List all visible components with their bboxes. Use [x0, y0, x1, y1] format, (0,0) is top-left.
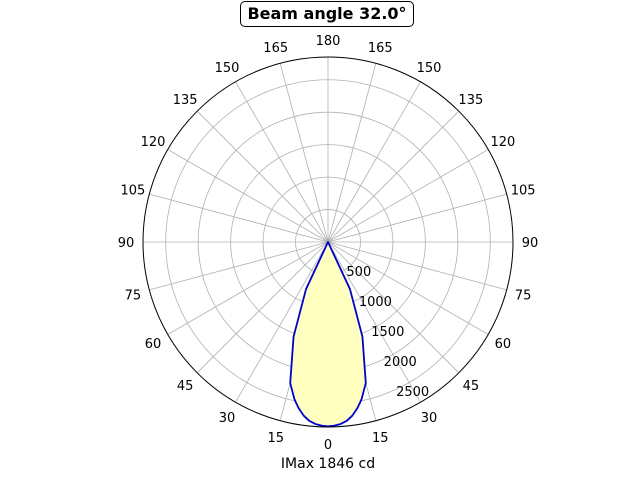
angle-tick-label: 75	[125, 288, 142, 303]
angle-tick-label: 120	[491, 135, 516, 150]
angle-tick-label: 30	[219, 411, 236, 426]
angular-gridline	[327, 63, 377, 243]
angular-gridline	[167, 241, 329, 335]
angle-tick-label: 15	[267, 431, 284, 446]
x-axis-label: IMax 1846 cd	[280, 456, 376, 472]
radial-tick-label: 1500	[371, 325, 404, 340]
angular-gridline	[167, 149, 329, 243]
series-layer	[142, 56, 514, 428]
angular-gridline	[327, 241, 460, 374]
angular-gridline	[327, 193, 507, 243]
angular-gridline	[279, 63, 329, 243]
radial-tick-label: 500	[346, 265, 371, 280]
angular-gridline	[149, 193, 329, 243]
angular-gridline	[327, 241, 507, 291]
radial-tick-label: 2000	[384, 355, 417, 370]
angle-tick-label: 135	[173, 93, 198, 108]
radial-tick-label: 1000	[359, 295, 392, 310]
series-fill	[290, 242, 366, 427]
angle-tick-label: 60	[495, 337, 512, 352]
angular-gridline	[327, 241, 489, 335]
angular-gridline	[196, 110, 329, 243]
polar-frame	[142, 56, 514, 428]
series-line	[289, 241, 367, 428]
radial-tick-label: 2500	[396, 385, 429, 400]
angular-gridline	[235, 81, 329, 243]
angle-tick-label: 45	[463, 379, 480, 394]
angle-tick-label: 75	[515, 288, 532, 303]
angle-tick-label: 15	[372, 431, 389, 446]
angle-tick-label: 150	[417, 61, 442, 76]
angle-tick-label: 105	[511, 184, 536, 199]
angular-gridline	[327, 149, 489, 243]
angle-tick-label: 60	[145, 337, 162, 352]
angular-gridline	[327, 81, 421, 243]
angle-tick-label: 105	[120, 184, 145, 199]
angle-tick-label: 30	[421, 411, 438, 426]
polar-grid	[143, 57, 513, 427]
angular-gridline	[327, 110, 460, 243]
angle-tick-label: 165	[368, 41, 393, 56]
angle-tick-label: 135	[458, 93, 483, 108]
angle-tick-label: 0	[324, 438, 332, 453]
angle-tick-label: 165	[263, 41, 288, 56]
chart-title: Beam angle 32.0°	[240, 1, 414, 27]
angle-tick-label: 120	[141, 135, 166, 150]
angular-gridline	[327, 241, 421, 403]
angle-tick-label: 180	[316, 34, 341, 49]
angular-gridline	[235, 241, 329, 403]
angle-tick-label: 45	[177, 379, 194, 394]
angle-tick-label: 90	[522, 236, 539, 251]
angle-tick-label: 90	[118, 236, 135, 251]
angular-gridline	[149, 241, 329, 291]
angle-tick-label: 150	[215, 61, 240, 76]
angular-gridline	[196, 241, 329, 374]
